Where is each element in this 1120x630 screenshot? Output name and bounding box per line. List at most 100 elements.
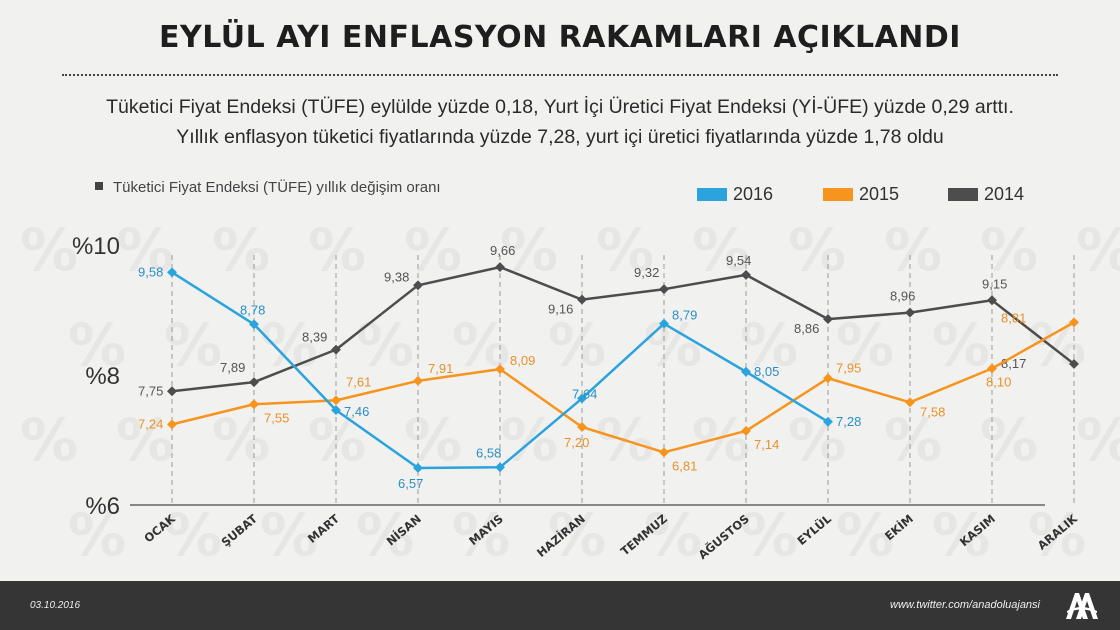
data-point-2016-2	[249, 319, 259, 330]
percent-watermark-icon: %	[932, 311, 990, 379]
data-point-2016-6	[577, 393, 587, 404]
data-label-2016-8: 8,05	[754, 364, 779, 379]
data-point-2015-5	[495, 364, 505, 375]
data-point-2016-7	[659, 318, 669, 329]
data-point-2015-10	[905, 397, 915, 408]
data-point-2014-5	[495, 262, 505, 273]
data-label-2016-2: 8,78	[240, 302, 265, 317]
data-label-2015-4: 7,91	[428, 361, 453, 376]
percent-watermark-icon: %	[500, 406, 558, 474]
data-point-2015-2	[249, 399, 259, 410]
data-point-2014-8	[741, 269, 751, 280]
data-label-2015-3: 7,61	[346, 374, 371, 389]
footer-date: 03.10.2016	[30, 600, 81, 611]
percent-watermark-icon: %	[740, 501, 798, 569]
data-label-2015-11: 8,10	[986, 375, 1011, 390]
percent-watermark-icon: %	[212, 216, 270, 284]
data-label-2015-7: 6,81	[672, 458, 697, 473]
chart-note-text: Tüketici Fiyat Endeksi (TÜFE) yıllık değ…	[113, 179, 441, 196]
percent-watermark-icon: %	[884, 216, 942, 284]
data-label-2014-6: 9,16	[548, 302, 573, 317]
data-point-2015-7	[659, 447, 669, 458]
percent-watermark-pattern: %%%%%%%%%%%%%%%%%%%%%%%%%%%%%%%%%%%%%%%%…	[20, 216, 1120, 569]
data-label-2014-9: 8,86	[794, 321, 819, 336]
percent-watermark-icon: %	[212, 406, 270, 474]
data-label-2014-12: 8,17	[1001, 356, 1026, 371]
percent-watermark-icon: %	[116, 406, 174, 474]
legend-label-2015: 2015	[859, 184, 900, 204]
percent-watermark-icon: %	[836, 501, 894, 569]
y-tick-label-3: %6	[85, 493, 120, 520]
percent-watermark-icon: %	[740, 311, 798, 379]
percent-watermark-icon: %	[596, 216, 654, 284]
data-point-2015-6	[577, 422, 587, 432]
legend-swatch-2015	[823, 187, 853, 201]
data-label-2014-11: 9,15	[982, 276, 1007, 291]
percent-watermark-icon: %	[404, 406, 462, 474]
data-point-2014-6	[577, 294, 587, 305]
data-point-2014-10	[905, 307, 915, 318]
data-point-2016-5	[495, 462, 505, 473]
percent-watermark-icon: %	[548, 311, 606, 379]
legend-swatch-2014	[948, 187, 978, 201]
data-label-2015-1: 7,24	[138, 416, 163, 431]
legend-item-2015: 2015	[823, 184, 899, 205]
data-label-2014-1: 7,75	[138, 383, 163, 398]
data-label-2016-3: 7,46	[344, 404, 369, 419]
legend-item-2016: 2016	[697, 184, 773, 205]
data-point-2014-7	[659, 284, 669, 295]
percent-watermark-icon: %	[1076, 406, 1120, 474]
percent-watermark-icon: %	[980, 406, 1038, 474]
data-label-2016-7: 8,79	[672, 308, 697, 323]
percent-watermark-icon: %	[20, 216, 78, 284]
percent-watermark-icon: %	[788, 406, 846, 474]
data-point-2015-8	[741, 425, 751, 436]
data-point-2014-1	[167, 386, 177, 397]
data-label-2014-7: 9,32	[634, 265, 659, 280]
subtitle-line-1: Tüketici Fiyat Endeksi (TÜFE) eylülde yü…	[106, 96, 1014, 118]
percent-watermark-icon: %	[932, 501, 990, 569]
data-point-2016-9	[823, 416, 833, 427]
data-label-2015-6: 7,20	[564, 435, 589, 450]
series-line-2014	[171, 265, 1075, 393]
legend-item-2014: 2014	[948, 184, 1024, 205]
percent-watermark-icon: %	[884, 406, 942, 474]
data-point-2014-3	[331, 344, 341, 355]
data-point-2016-1	[167, 267, 177, 278]
data-point-2016-8	[741, 366, 751, 377]
data-label-2015-9: 7,95	[836, 360, 861, 375]
legend-label-2014: 2014	[984, 184, 1025, 204]
data-point-2015-3	[331, 395, 341, 406]
percent-watermark-icon: %	[20, 406, 78, 474]
percent-watermark-icon: %	[1076, 216, 1120, 284]
x-tick-label-9: EYLÜL	[794, 510, 835, 547]
line-chart: %%%%%%%%%%%%%%%%%%%%%%%%%%%%%%%%%%%%%%%%…	[20, 216, 1120, 569]
data-label-2014-10: 8,96	[890, 289, 915, 304]
footer: 03.10.2016 www.twitter.com/anadoluajansi	[0, 581, 1120, 630]
footer-social-link[interactable]: www.twitter.com/anadoluajansi	[890, 599, 1040, 611]
percent-watermark-icon: %	[356, 311, 414, 379]
percent-watermark-icon: %	[356, 501, 414, 569]
y-tick-label-1: %10	[72, 233, 120, 260]
aa-logo-icon	[1066, 593, 1098, 619]
percent-watermark-icon: %	[68, 311, 126, 379]
data-point-2014-11	[987, 295, 997, 306]
y-tick-label-2: %8	[85, 363, 120, 390]
data-label-2015-5: 8,09	[510, 353, 535, 368]
data-point-2015-12	[1069, 317, 1079, 328]
page-title: EYLÜL AYI ENFLASYON RAKAMLARI AÇIKLANDI	[159, 20, 961, 55]
data-label-2015-8: 7,14	[754, 437, 779, 452]
percent-watermark-icon: %	[260, 501, 318, 569]
percent-watermark-icon: %	[452, 501, 510, 569]
data-point-2015-11	[987, 363, 997, 374]
percent-watermark-icon: %	[308, 406, 366, 474]
data-label-2016-1: 9,58	[138, 264, 163, 279]
data-label-2016-5: 6,58	[476, 445, 501, 460]
percent-watermark-icon: %	[164, 311, 222, 379]
percent-watermark-icon: %	[548, 501, 606, 569]
percent-watermark-icon: %	[116, 216, 174, 284]
x-tick-label-2: ŞUBAT	[219, 511, 260, 549]
data-label-2016-6: 7,64	[572, 386, 597, 401]
data-label-2014-2: 7,89	[220, 360, 245, 375]
data-label-2015-2: 7,55	[264, 410, 289, 425]
